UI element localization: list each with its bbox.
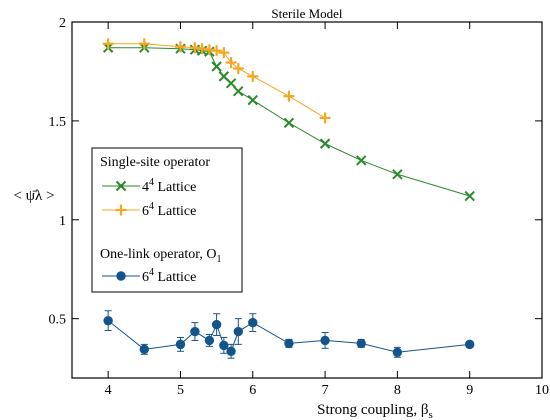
legend-marker-circle — [117, 272, 125, 280]
data-point — [284, 118, 293, 127]
y-tick-label: 1 — [59, 214, 66, 229]
data-point — [357, 339, 365, 347]
y-tick-label: 2 — [59, 16, 66, 31]
series-1 — [103, 38, 331, 123]
x-tick-label: 9 — [466, 383, 473, 398]
data-point — [283, 91, 294, 102]
series-2 — [104, 311, 474, 358]
x-tick-label: 5 — [177, 383, 184, 398]
data-point — [140, 345, 148, 353]
svg-text:Strong coupling, βs: Strong coupling, βs — [317, 402, 433, 420]
x-tick-label: 7 — [322, 383, 329, 398]
x-axis-label-main: Strong coupling, β — [317, 402, 428, 418]
data-point — [393, 170, 402, 179]
x-tick-label: 10 — [535, 383, 549, 398]
data-point — [320, 112, 331, 123]
data-point — [176, 340, 184, 348]
data-point — [234, 327, 242, 335]
data-point — [285, 339, 293, 347]
data-point — [220, 341, 228, 349]
x-tick-label: 6 — [249, 383, 256, 398]
data-point — [247, 71, 258, 82]
data-point — [393, 348, 401, 356]
data-point — [233, 63, 244, 74]
data-point — [175, 41, 186, 52]
data-point — [248, 96, 257, 105]
data-point — [226, 57, 237, 68]
data-point — [191, 327, 199, 335]
x-tick-label: 8 — [394, 383, 401, 398]
data-point — [465, 340, 473, 348]
x-axis-label: Strong coupling, βs — [317, 402, 433, 420]
data-point — [227, 347, 235, 355]
chart-title: Sterile Model — [271, 6, 343, 21]
x-tick-label: 4 — [105, 383, 112, 398]
data-point — [357, 156, 366, 165]
data-point — [321, 139, 330, 148]
data-point — [321, 336, 329, 344]
y-tick-label: 1.5 — [49, 115, 67, 130]
data-point — [249, 318, 257, 326]
x-axis-label-sub: s — [429, 409, 433, 420]
y-axis-label: < ψ̄λ > — [13, 188, 54, 204]
data-point — [234, 87, 243, 96]
data-point — [218, 47, 229, 58]
data-point — [465, 192, 474, 201]
data-point — [205, 336, 213, 344]
data-point — [212, 320, 220, 328]
legend-marker-shape — [117, 272, 125, 280]
legend-group-title-single-site: Single-site operator — [100, 155, 210, 170]
y-tick-label: 0.5 — [49, 313, 67, 328]
data-point — [212, 62, 221, 71]
legend: Single-site operator 44 Lattice 64 Latti… — [92, 148, 242, 292]
data-point — [104, 316, 112, 324]
